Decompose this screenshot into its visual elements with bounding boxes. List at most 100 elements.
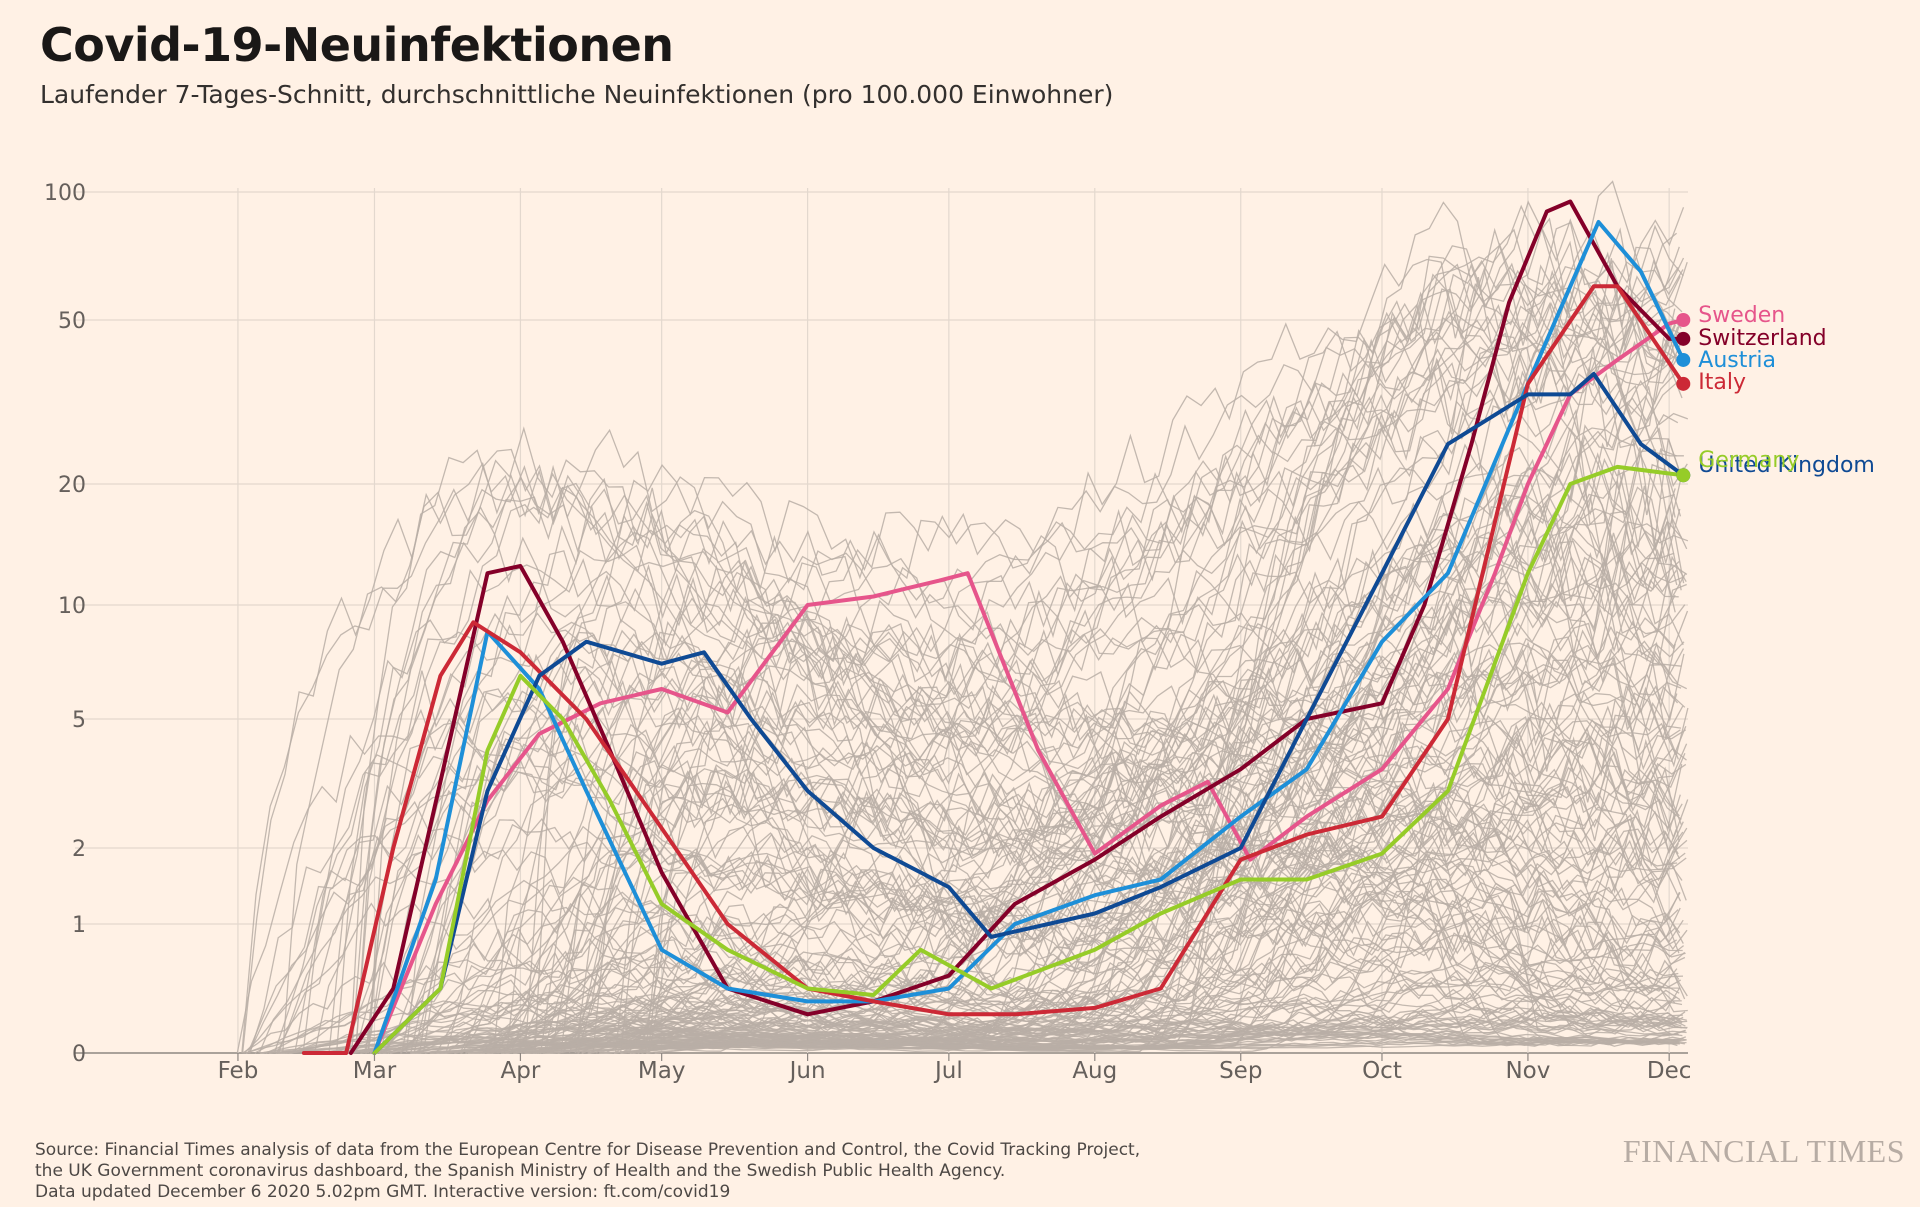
background-country-line	[502, 283, 1677, 1054]
x-tick-label: Mar	[353, 1058, 397, 1084]
series-line-austria	[372, 220, 1686, 1055]
y-tick-label: 10	[58, 594, 86, 619]
background-country-line	[467, 673, 1684, 1054]
chart-subtitle: Laufender 7-Tages-Schnitt, durchschnittl…	[40, 80, 1114, 109]
background-country-line	[493, 556, 1681, 1054]
x-tick-label: Nov	[1505, 1058, 1550, 1084]
background-country-line	[613, 415, 1688, 1054]
background-country-line	[261, 1018, 1675, 1054]
axes: 0 1 2 5 10 20 50 100 Feb Mar Apr May Jun Jul Aug Sep Oct…	[44, 181, 1691, 1084]
x-tick-label: Aug	[1072, 1058, 1117, 1084]
background-country-line	[532, 204, 1678, 1054]
series-line-sweden	[372, 318, 1686, 1055]
background-country-line	[365, 550, 1681, 1054]
background-country-line	[349, 291, 1679, 1054]
background-country-line	[654, 1018, 1686, 1054]
series-end-dot	[1676, 313, 1691, 327]
y-tick-label: 20	[58, 473, 86, 498]
background-country-line	[496, 833, 1684, 1054]
background-country-line	[422, 573, 1681, 1054]
background-country-line	[275, 673, 1689, 1054]
series-label: Sweden	[1698, 303, 1785, 328]
y-tick-label: 50	[58, 309, 86, 334]
source-line: the UK Government coronavirus dashboard,…	[35, 1161, 1006, 1181]
background-country-line	[302, 619, 1688, 1054]
x-tick-label: May	[638, 1058, 686, 1084]
background-country-line	[247, 316, 1675, 1054]
series-line-switzerland	[348, 199, 1686, 1055]
series-label: Germany	[1698, 448, 1799, 473]
x-tick-label: Jul	[933, 1058, 963, 1084]
background-country-line	[355, 448, 1685, 1054]
series-label: Switzerland	[1698, 326, 1826, 351]
background-country-line	[265, 705, 1680, 1054]
background-country-line	[460, 749, 1676, 1054]
background-country-line	[410, 679, 1683, 1054]
series-end-dot	[1676, 352, 1691, 367]
background-country-line	[282, 258, 1682, 1054]
x-tick-label: Sep	[1219, 1058, 1262, 1084]
x-tick-label: Jun	[788, 1058, 826, 1084]
series-label: Austria	[1698, 348, 1776, 373]
background-country-line	[481, 896, 1684, 1054]
background-country-line	[627, 781, 1689, 1054]
y-tick-label: 1	[72, 913, 86, 938]
series-end-dot	[1676, 468, 1691, 483]
background-country-line	[367, 544, 1682, 1054]
background-country-line	[258, 800, 1687, 1054]
background-country-line	[315, 534, 1687, 1054]
chart-title: Covid-19-Neuinfektionen	[40, 18, 674, 72]
background-country-line	[360, 986, 1688, 1054]
background-country-line	[577, 956, 1680, 1054]
series-line-united-kingdom	[372, 371, 1686, 1055]
x-tick-label: Dec	[1647, 1058, 1692, 1084]
background-country-line	[467, 438, 1684, 1054]
background-country-line	[550, 625, 1682, 1054]
background-country-line	[551, 912, 1683, 1054]
source-note: Source: Financial Times analysis of data…	[35, 1140, 1140, 1203]
background-country-line	[540, 559, 1686, 1054]
x-tick-label: Oct	[1362, 1058, 1402, 1084]
source-line: Data updated December 6 2020 5.02pm GMT.…	[35, 1182, 731, 1202]
background-country-line	[241, 180, 1684, 1054]
background-country-line	[365, 908, 1680, 1054]
background-country-line	[245, 566, 1687, 1054]
x-tick-label: Feb	[218, 1058, 259, 1084]
y-tick-label: 100	[44, 181, 86, 206]
series-line-germany	[372, 464, 1686, 1055]
background-country-line	[637, 403, 1684, 1054]
chart-area: 0 1 2 5 10 20 50 100 Feb Mar Apr May Jun Jul Aug Sep Oct…	[44, 180, 1875, 1084]
background-country-line	[568, 680, 1686, 1054]
background-country-line	[465, 1017, 1681, 1054]
y-tick-label: 5	[72, 708, 86, 733]
highlighted-series	[301, 199, 1686, 1055]
series-label: United Kingdom	[1698, 453, 1875, 478]
source-line: Source: Financial Times analysis of data…	[35, 1140, 1141, 1160]
background-country-line	[614, 458, 1689, 1054]
background-country-line	[491, 635, 1679, 1054]
y-tick-label: 0	[72, 1042, 86, 1067]
series-end-dot	[1676, 331, 1691, 346]
background-country-line	[279, 887, 1679, 1054]
background-country-line	[631, 977, 1678, 1054]
background-country-line	[276, 642, 1676, 1054]
background-country-line	[400, 903, 1687, 1054]
background-country-line	[236, 708, 1679, 1054]
background-country-line	[343, 714, 1687, 1054]
x-tick-label: Apr	[501, 1058, 541, 1084]
series-line-italy	[301, 284, 1686, 1055]
background-country-line	[369, 434, 1685, 1054]
y-tick-label: 2	[72, 837, 86, 862]
background-country-line	[440, 909, 1684, 1054]
background-country-line	[620, 440, 1682, 1054]
background-country-line	[445, 284, 1676, 1054]
background-country-line	[373, 1015, 1688, 1054]
background-country-line	[405, 477, 1679, 1054]
background-country-line	[517, 753, 1678, 1054]
background-country-line	[561, 227, 1679, 1054]
background-country-line	[351, 246, 1680, 1054]
background-country-line	[513, 1010, 1686, 1054]
background-country-line	[381, 878, 1682, 1054]
background-country-line	[328, 558, 1686, 1054]
